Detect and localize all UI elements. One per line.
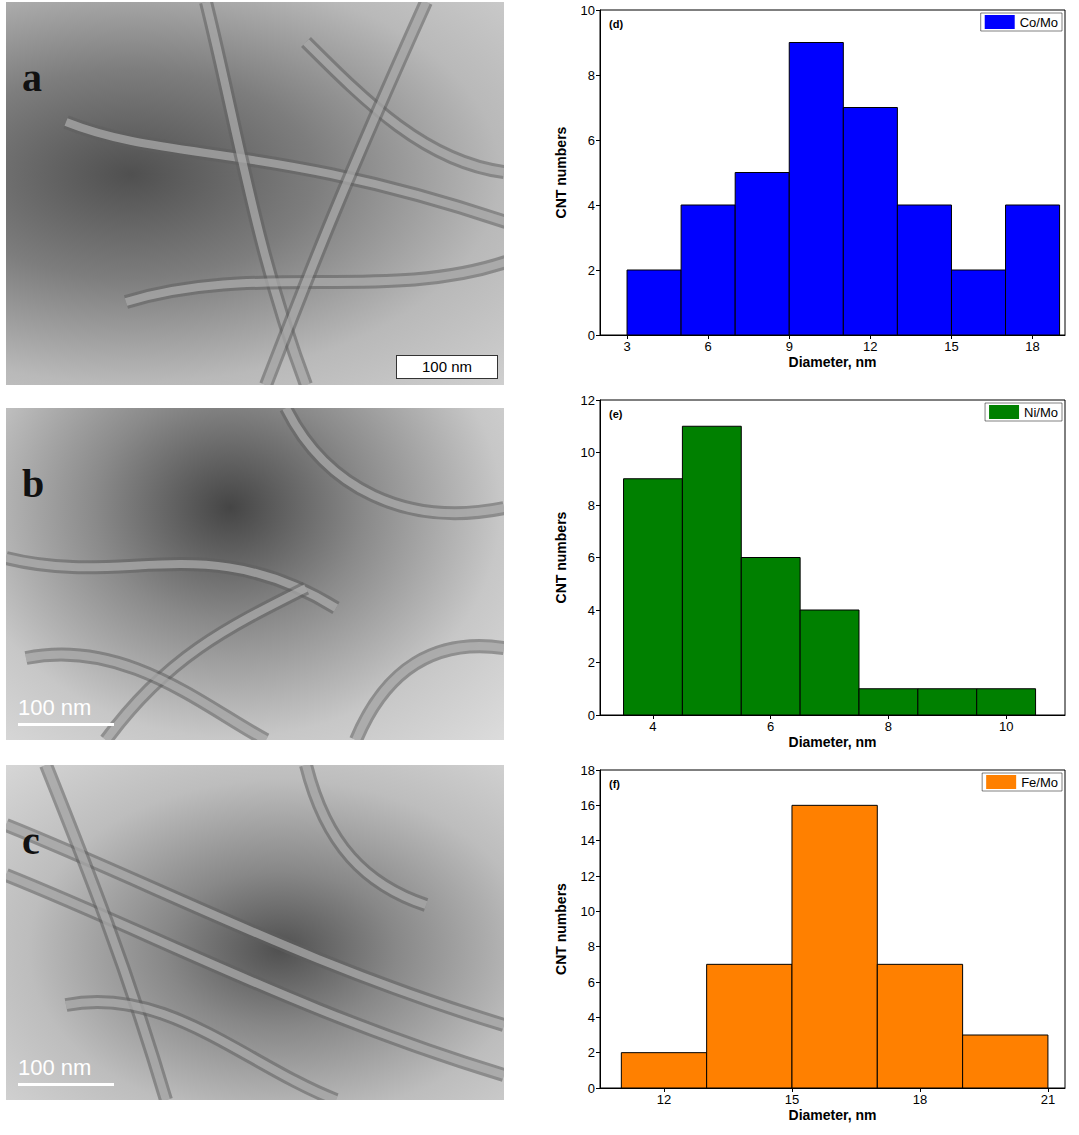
svg-text:6: 6 bbox=[705, 339, 712, 354]
svg-text:Diameter, nm: Diameter, nm bbox=[789, 734, 877, 750]
svg-text:18: 18 bbox=[581, 763, 595, 778]
svg-text:15: 15 bbox=[785, 1092, 799, 1107]
svg-text:(f): (f) bbox=[609, 778, 620, 790]
svg-text:10: 10 bbox=[581, 904, 595, 919]
svg-text:CNT numbers: CNT numbers bbox=[553, 511, 569, 603]
svg-text:18: 18 bbox=[913, 1092, 927, 1107]
svg-text:8: 8 bbox=[588, 498, 595, 513]
svg-text:8: 8 bbox=[885, 719, 892, 734]
svg-text:9: 9 bbox=[786, 339, 793, 354]
svg-text:Ni/Mo: Ni/Mo bbox=[1024, 405, 1058, 420]
svg-text:0: 0 bbox=[588, 708, 595, 723]
svg-text:4: 4 bbox=[588, 198, 595, 213]
svg-text:4: 4 bbox=[588, 1010, 595, 1025]
svg-text:4: 4 bbox=[588, 603, 595, 618]
svg-text:4: 4 bbox=[649, 719, 656, 734]
svg-text:16: 16 bbox=[581, 798, 595, 813]
svg-text:Diameter, nm: Diameter, nm bbox=[789, 354, 877, 370]
svg-text:12: 12 bbox=[863, 339, 877, 354]
svg-text:CNT numbers: CNT numbers bbox=[553, 126, 569, 218]
svg-text:Co/Mo: Co/Mo bbox=[1020, 15, 1058, 30]
svg-text:6: 6 bbox=[767, 719, 774, 734]
svg-text:Fe/Mo: Fe/Mo bbox=[1021, 775, 1058, 790]
svg-text:10: 10 bbox=[581, 3, 595, 18]
svg-text:12: 12 bbox=[657, 1092, 671, 1107]
svg-text:10: 10 bbox=[581, 445, 595, 460]
svg-text:(d): (d) bbox=[609, 18, 623, 30]
svg-text:14: 14 bbox=[581, 833, 595, 848]
svg-text:15: 15 bbox=[944, 339, 958, 354]
svg-text:2: 2 bbox=[588, 655, 595, 670]
svg-text:12: 12 bbox=[581, 393, 595, 408]
svg-text:(e): (e) bbox=[609, 408, 623, 420]
svg-text:3: 3 bbox=[623, 339, 630, 354]
html-text:100 nm: 100 nm bbox=[18, 1055, 92, 1080]
html-text:100 nm: 100 nm bbox=[18, 695, 92, 720]
html-text:b: b bbox=[22, 461, 45, 506]
html-text:100 nm: 100 nm bbox=[422, 358, 472, 375]
svg-text:8: 8 bbox=[588, 939, 595, 954]
svg-text:18: 18 bbox=[1025, 339, 1039, 354]
svg-text:21: 21 bbox=[1041, 1092, 1055, 1107]
svg-text:8: 8 bbox=[588, 68, 595, 83]
svg-text:10: 10 bbox=[999, 719, 1013, 734]
svg-text:0: 0 bbox=[588, 1081, 595, 1096]
html-text:a: a bbox=[22, 55, 42, 100]
svg-text:6: 6 bbox=[588, 133, 595, 148]
svg-text:6: 6 bbox=[588, 975, 595, 990]
svg-text:Diameter, nm: Diameter, nm bbox=[789, 1107, 877, 1123]
svg-text:0: 0 bbox=[588, 328, 595, 343]
svg-text:2: 2 bbox=[588, 263, 595, 278]
svg-text:6: 6 bbox=[588, 550, 595, 565]
svg-text:12: 12 bbox=[581, 869, 595, 884]
html-text:c: c bbox=[22, 818, 40, 863]
svg-text:2: 2 bbox=[588, 1045, 595, 1060]
svg-text:CNT numbers: CNT numbers bbox=[553, 883, 569, 975]
